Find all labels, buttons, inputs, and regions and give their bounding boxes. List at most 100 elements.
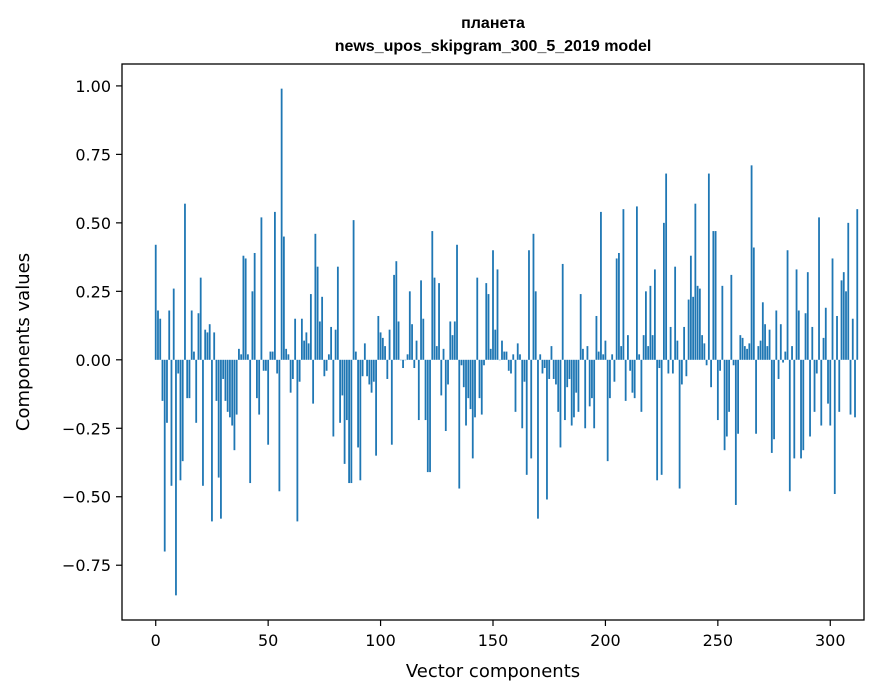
- bar: [231, 359, 234, 426]
- bar: [552, 359, 555, 379]
- bar: [609, 359, 611, 399]
- bar: [698, 288, 701, 360]
- bar: [741, 337, 744, 360]
- bar: [555, 359, 557, 385]
- bar: [645, 291, 647, 360]
- bar: [761, 302, 764, 360]
- bar: [321, 296, 324, 360]
- bar: [734, 359, 737, 505]
- bar: [316, 266, 319, 360]
- bar: [723, 359, 726, 451]
- bar: [710, 359, 712, 388]
- bar: [352, 220, 355, 360]
- bar: [184, 203, 186, 360]
- bar: [413, 359, 416, 369]
- bar: [519, 354, 521, 360]
- bar: [480, 359, 483, 415]
- bar: [820, 359, 823, 426]
- bar: [854, 359, 856, 418]
- bar: [238, 348, 240, 360]
- bar: [577, 359, 580, 412]
- bar: [384, 346, 386, 360]
- bar: [179, 359, 182, 481]
- y-tick-label: 0.25: [75, 282, 111, 301]
- bar: [386, 359, 389, 379]
- bar: [163, 359, 166, 552]
- bar: [647, 346, 650, 360]
- bar: [175, 359, 177, 596]
- bar: [327, 354, 330, 360]
- bar: [253, 252, 256, 360]
- bar: [597, 351, 600, 360]
- bar: [512, 354, 515, 360]
- bar: [168, 310, 171, 360]
- bar: [204, 329, 207, 360]
- bar: [797, 310, 800, 360]
- bar: [294, 318, 297, 360]
- bar: [838, 359, 841, 412]
- bar: [199, 277, 202, 360]
- bar: [757, 346, 760, 360]
- bar: [314, 233, 317, 360]
- bar: [359, 359, 362, 481]
- bar: [220, 359, 222, 519]
- bar: [186, 359, 189, 399]
- bar: [323, 359, 326, 377]
- bar: [694, 203, 697, 360]
- bar: [249, 359, 252, 484]
- bar: [662, 222, 665, 360]
- bar: [303, 340, 306, 360]
- y-tick-label: −0.50: [62, 488, 111, 507]
- bar: [262, 359, 265, 371]
- bar: [339, 359, 341, 423]
- bar: [604, 340, 607, 360]
- x-axis-ticks: 0 50 100 150 200 250 300: [151, 620, 846, 650]
- y-tick-label: 0.75: [75, 145, 111, 164]
- bar: [357, 359, 359, 448]
- bar: [651, 335, 654, 360]
- x-tick-label: 150: [478, 631, 509, 650]
- bar: [840, 280, 843, 360]
- bar: [777, 359, 780, 379]
- bar: [566, 359, 569, 388]
- bar: [636, 206, 638, 360]
- bar: [312, 359, 315, 404]
- bar: [193, 351, 195, 360]
- bar: [683, 326, 686, 360]
- bar: [503, 351, 506, 360]
- bar: [417, 359, 420, 421]
- bar: [669, 326, 672, 360]
- bar: [372, 359, 375, 382]
- bar: [474, 359, 476, 418]
- bar: [674, 266, 677, 360]
- bar: [851, 318, 854, 360]
- bar: [809, 359, 811, 437]
- y-tick-label: 0.50: [75, 214, 111, 233]
- bar: [291, 359, 294, 379]
- bar: [775, 310, 778, 360]
- bar: [224, 359, 227, 401]
- bar: [548, 359, 551, 379]
- x-axis-label: Vector components: [406, 661, 580, 682]
- bar: [806, 272, 809, 360]
- bar: [388, 329, 391, 360]
- bar: [532, 233, 535, 360]
- bar: [456, 244, 458, 360]
- bar: [202, 359, 204, 486]
- chart-title-line1: планета: [461, 15, 525, 32]
- bar: [611, 354, 614, 360]
- bar: [190, 310, 193, 360]
- bar: [157, 310, 159, 360]
- bar: [494, 329, 497, 360]
- bars-group: [154, 88, 859, 596]
- bar: [712, 231, 715, 360]
- bar: [431, 231, 434, 360]
- bar: [588, 359, 591, 407]
- bar: [208, 324, 211, 360]
- bar: [660, 359, 663, 475]
- bar: [680, 359, 683, 385]
- bar: [582, 348, 584, 360]
- bar: [501, 340, 503, 360]
- bar: [478, 359, 481, 399]
- bar: [541, 359, 544, 374]
